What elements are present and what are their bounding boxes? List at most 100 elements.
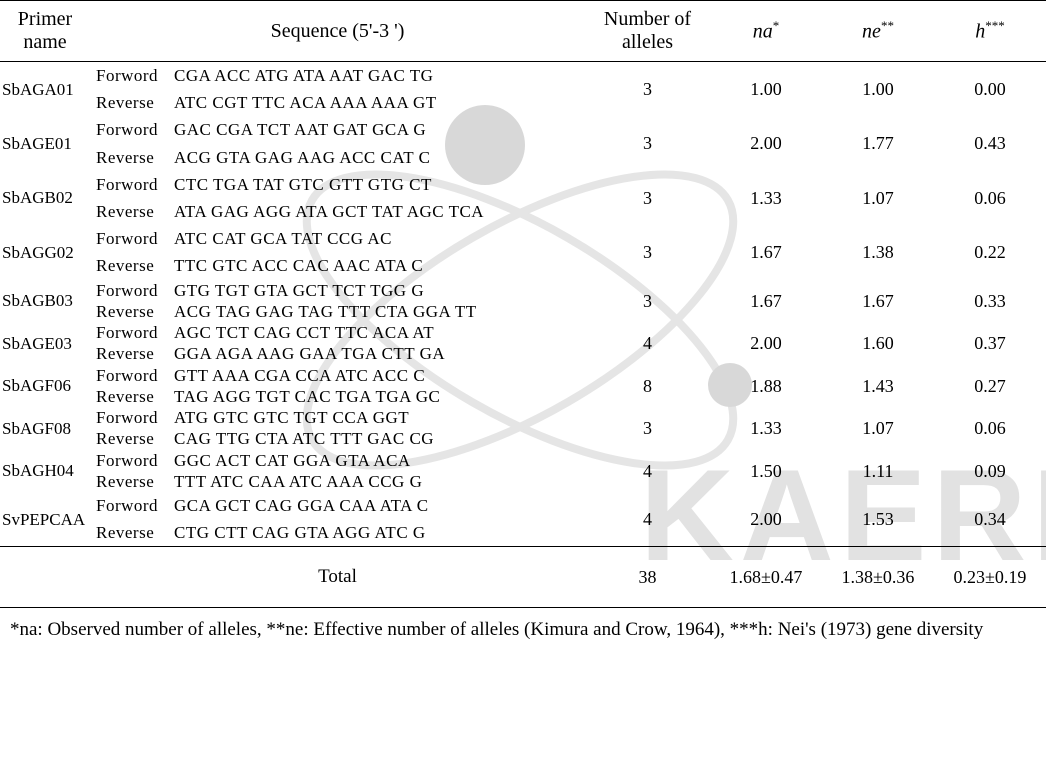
fwd-seq: ForwordAGC TCT CAG CCT TTC ACA AT [90,322,585,343]
ne-cell: 1.67 [822,280,934,323]
rev-seq: ReverseTTT ATC CAA ATC AAA CCG G [90,471,585,492]
primer-name-cell: SbAGA01 [0,62,90,117]
fwd-seq: ForwordGCA GCT CAG GGA CAA ATA C [90,492,585,519]
total-ne: 1.38±0.36 [822,547,934,608]
col-primer: Primer name [0,1,90,62]
rev-seq: ReverseACG GTA GAG AAG ACC CAT C [90,144,585,171]
table-row: SbAGH04ForwordGGC ACT CAT GGA GTA ACA41.… [0,450,1046,471]
na-cell: 2.00 [710,322,822,365]
footnote: *na: Observed number of alleles, **ne: E… [0,608,1046,646]
h-cell: 0.22 [934,225,1046,279]
ne-cell: 1.11 [822,450,934,493]
table-row: SvPEPCAAForwordGCA GCT CAG GGA CAA ATA C… [0,492,1046,519]
col-ne: ne** [822,1,934,62]
num-alleles-cell: 4 [585,322,710,365]
header-sequence: Sequence (5'-3 ') [271,20,405,42]
fwd-seq: ForwordGTG TGT GTA GCT TCT TGG G [90,280,585,301]
fwd-seq: ForwordGTT AAA CGA CCA ATC ACC C [90,365,585,386]
header-h: h [975,21,985,43]
num-alleles-cell: 8 [585,365,710,408]
table-row: SbAGE01ForwordGAC CGA TCT AAT GAT GCA G3… [0,116,1046,143]
rev-seq: ReverseTTC GTC ACC CAC AAC ATA C [90,252,585,279]
total-h: 0.23±0.19 [934,547,1046,608]
primer-name-cell: SbAGF08 [0,407,90,450]
ne-cell: 1.60 [822,322,934,365]
ne-cell: 1.07 [822,171,934,225]
rev-seq: ReverseACG TAG GAG TAG TTT CTA GGA TT [90,301,585,322]
header-h-sup: *** [985,18,1005,33]
fwd-seq: ForwordGAC CGA TCT AAT GAT GCA G [90,116,585,143]
table-row: SbAGE03ForwordAGC TCT CAG CCT TTC ACA AT… [0,322,1046,343]
table-header-row: Primer name Sequence (5'-3 ') Number of … [0,1,1046,62]
table-row: SbAGF08ForwordATG GTC GTC TGT CCA GGT31.… [0,407,1046,428]
na-cell: 2.00 [710,116,822,170]
fwd-seq: ForwordATC CAT GCA TAT CCG AC [90,225,585,252]
ne-cell: 1.00 [822,62,934,117]
num-alleles-cell: 3 [585,225,710,279]
h-cell: 0.09 [934,450,1046,493]
col-h: h*** [934,1,1046,62]
h-cell: 0.33 [934,280,1046,323]
h-cell: 0.34 [934,492,1046,547]
header-ne: ne [862,21,881,43]
na-cell: 1.33 [710,407,822,450]
num-alleles-cell: 4 [585,450,710,493]
na-cell: 1.00 [710,62,822,117]
total-num: 38 [585,547,710,608]
primer-name-cell: SbAGB03 [0,280,90,323]
h-cell: 0.27 [934,365,1046,408]
rev-seq: ReverseCTG CTT CAG GTA AGG ATC G [90,519,585,547]
rev-seq: ReverseTAG AGG TGT CAC TGA TGA GC [90,386,585,407]
ne-cell: 1.53 [822,492,934,547]
primer-name-cell: SbAGE01 [0,116,90,170]
h-cell: 0.43 [934,116,1046,170]
fwd-seq: ForwordGGC ACT CAT GGA GTA ACA [90,450,585,471]
header-primer: Primer name [18,8,72,53]
num-alleles-cell: 3 [585,407,710,450]
primer-name-cell: SbAGH04 [0,450,90,493]
primer-name-cell: SvPEPCAA [0,492,90,547]
header-na: na [753,21,773,43]
na-cell: 1.67 [710,280,822,323]
na-cell: 2.00 [710,492,822,547]
ne-cell: 1.38 [822,225,934,279]
h-cell: 0.37 [934,322,1046,365]
ne-cell: 1.43 [822,365,934,408]
rev-seq: ReverseGGA AGA AAG GAA TGA CTT GA [90,343,585,364]
primer-name-cell: SbAGE03 [0,322,90,365]
table-row: SbAGA01ForwordCGA ACC ATG ATA AAT GAC TG… [0,62,1046,90]
na-cell: 1.33 [710,171,822,225]
col-num-alleles: Number of alleles [585,1,710,62]
primer-name-cell: SbAGG02 [0,225,90,279]
col-na: na* [710,1,822,62]
fwd-seq: ForwordCGA ACC ATG ATA AAT GAC TG [90,62,585,90]
rev-seq: ReverseATC CGT TTC ACA AAA AAA GT [90,89,585,116]
num-alleles-cell: 3 [585,116,710,170]
rev-seq: ReverseATA GAG AGG ATA GCT TAT AGC TCA [90,198,585,225]
na-cell: 1.88 [710,365,822,408]
num-alleles-cell: 4 [585,492,710,547]
fwd-seq: ForwordCTC TGA TAT GTC GTT GTG CT [90,171,585,198]
primer-name-cell: SbAGB02 [0,171,90,225]
rev-seq: ReverseCAG TTG CTA ATC TTT GAC CG [90,428,585,449]
num-alleles-cell: 3 [585,280,710,323]
na-cell: 1.50 [710,450,822,493]
total-label: Total [90,547,585,608]
header-ne-sup: ** [881,18,894,33]
h-cell: 0.06 [934,407,1046,450]
table-row: SbAGG02ForwordATC CAT GCA TAT CCG AC31.6… [0,225,1046,252]
num-alleles-cell: 3 [585,171,710,225]
primer-name-cell: SbAGF06 [0,365,90,408]
num-alleles-cell: 3 [585,62,710,117]
header-na-sup: * [773,18,780,33]
col-sequence: Sequence (5'-3 ') [90,1,585,62]
na-cell: 1.67 [710,225,822,279]
h-cell: 0.06 [934,171,1046,225]
h-cell: 0.00 [934,62,1046,117]
table-row: SbAGB02ForwordCTC TGA TAT GTC GTT GTG CT… [0,171,1046,198]
total-row: Total 38 1.68±0.47 1.38±0.36 0.23±0.19 [0,547,1046,608]
ne-cell: 1.07 [822,407,934,450]
ne-cell: 1.77 [822,116,934,170]
total-na: 1.68±0.47 [710,547,822,608]
primer-table: Primer name Sequence (5'-3 ') Number of … [0,0,1046,608]
